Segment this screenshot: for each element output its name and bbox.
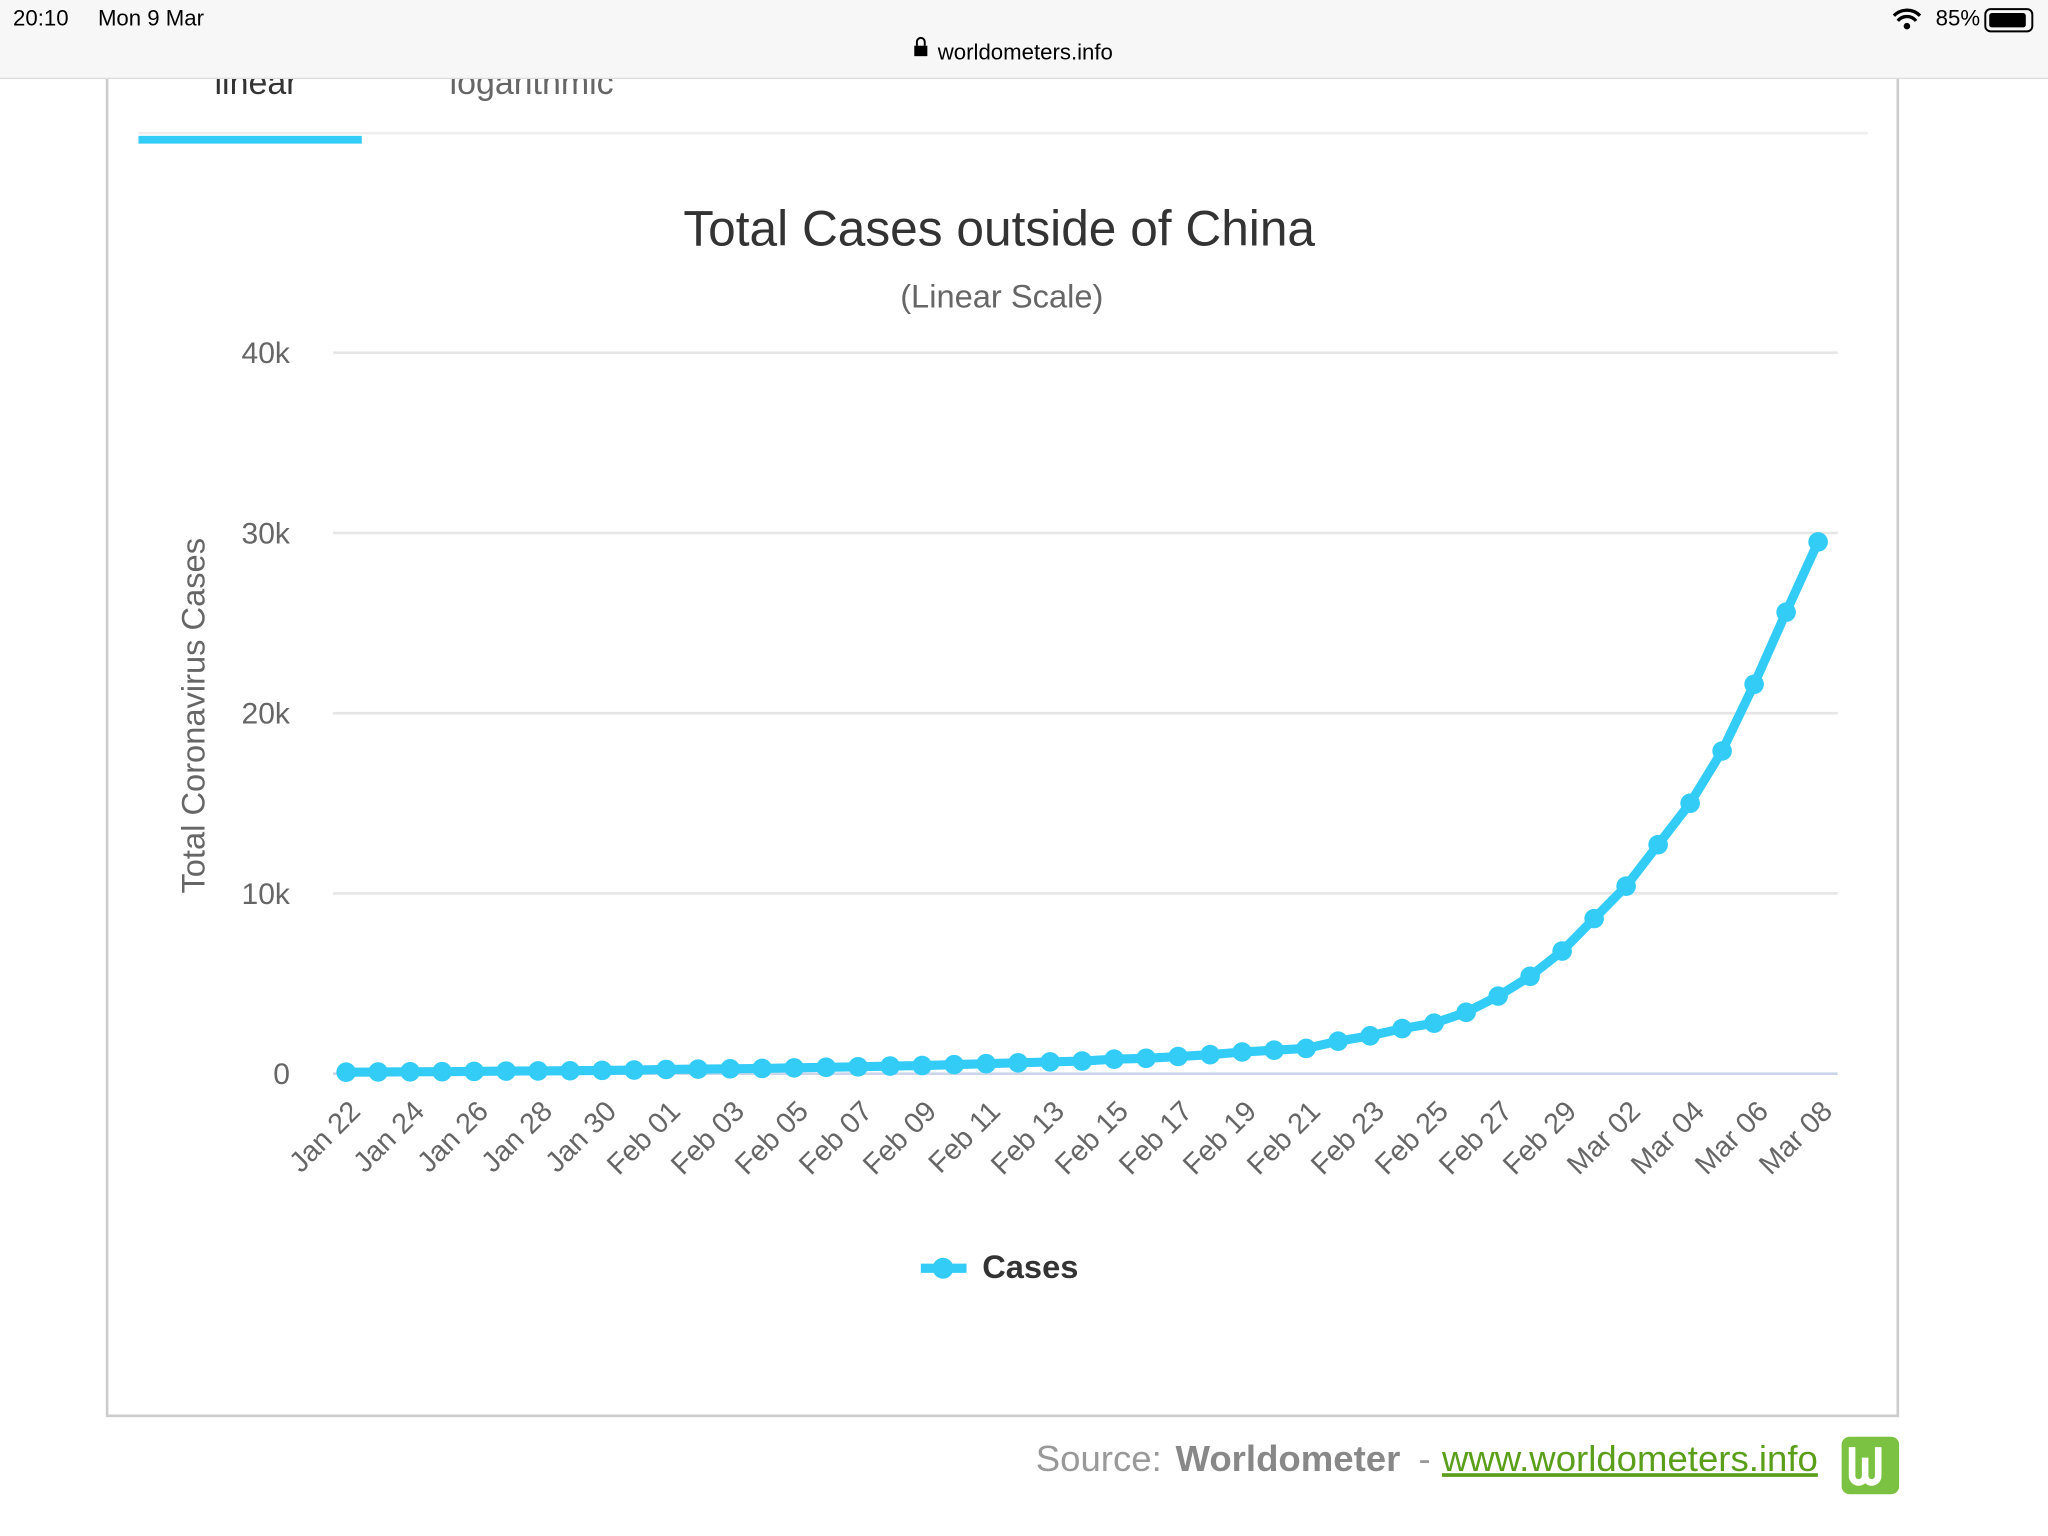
point bbox=[1008, 1053, 1028, 1073]
battery-fill bbox=[1989, 13, 2026, 28]
point bbox=[1296, 1038, 1316, 1059]
point bbox=[688, 1059, 708, 1079]
wifi-dot bbox=[1903, 22, 1911, 30]
point bbox=[1744, 674, 1764, 695]
lock-icon bbox=[914, 45, 928, 57]
point bbox=[1232, 1042, 1252, 1062]
point bbox=[656, 1059, 676, 1080]
point bbox=[1072, 1051, 1092, 1071]
source-separator: - bbox=[1418, 1438, 1430, 1479]
battery-icon bbox=[1984, 8, 2034, 33]
y-tick-label: 20k bbox=[242, 698, 291, 731]
point bbox=[400, 1062, 420, 1082]
point bbox=[816, 1057, 836, 1078]
point bbox=[496, 1061, 516, 1081]
point bbox=[912, 1055, 932, 1076]
chart-card bbox=[105, 50, 1900, 1418]
point bbox=[1584, 908, 1604, 929]
point bbox=[592, 1060, 612, 1081]
point bbox=[1648, 834, 1668, 855]
wifi-icon bbox=[1892, 8, 1922, 23]
point bbox=[1104, 1049, 1124, 1070]
y-axis-label: Total Coronavirus Cases bbox=[175, 538, 212, 894]
point bbox=[1808, 532, 1828, 552]
y-tick-label: 40k bbox=[242, 337, 291, 370]
point bbox=[1200, 1044, 1220, 1065]
point bbox=[1680, 793, 1700, 814]
source-name: Worldometer bbox=[1176, 1438, 1401, 1479]
status-bar bbox=[0, 0, 2048, 79]
point bbox=[1168, 1046, 1188, 1067]
point bbox=[1520, 966, 1540, 987]
chart-subtitle: (Linear Scale) bbox=[900, 278, 1103, 315]
battery-level: 85% bbox=[1936, 5, 1980, 30]
point bbox=[1552, 941, 1572, 961]
point bbox=[560, 1060, 580, 1081]
point bbox=[368, 1062, 388, 1082]
y-tick-label: 30k bbox=[242, 517, 291, 550]
point bbox=[1264, 1040, 1284, 1060]
point bbox=[1424, 1013, 1444, 1033]
point bbox=[1136, 1048, 1156, 1069]
point bbox=[1712, 741, 1732, 761]
y-tick-label: 0 bbox=[273, 1058, 290, 1091]
logo-mark bbox=[1848, 1447, 1882, 1486]
point bbox=[1328, 1031, 1348, 1051]
time: 20:10 bbox=[13, 5, 69, 30]
chart-title: Total Cases outside of China bbox=[683, 201, 1315, 257]
point bbox=[1488, 986, 1508, 1006]
point bbox=[784, 1058, 804, 1078]
point bbox=[976, 1053, 996, 1074]
legend-marker bbox=[932, 1257, 954, 1279]
point bbox=[336, 1062, 356, 1082]
date: Mon 9 Mar bbox=[98, 5, 205, 30]
point bbox=[528, 1061, 548, 1081]
legend-label: Cases bbox=[982, 1248, 1078, 1285]
point bbox=[848, 1056, 868, 1077]
point bbox=[752, 1058, 772, 1079]
source-prefix: Source: bbox=[1036, 1438, 1162, 1479]
point bbox=[432, 1061, 452, 1082]
point bbox=[880, 1056, 900, 1076]
point bbox=[1040, 1052, 1060, 1072]
point bbox=[1616, 876, 1636, 896]
point bbox=[1360, 1025, 1380, 1046]
source-link[interactable]: www.worldometers.info bbox=[1441, 1438, 1818, 1479]
point bbox=[1456, 1002, 1476, 1023]
lock-shackle bbox=[915, 36, 926, 46]
point bbox=[624, 1060, 644, 1080]
point bbox=[464, 1061, 484, 1082]
point bbox=[720, 1058, 740, 1079]
point bbox=[944, 1054, 964, 1075]
url[interactable]: worldometers.info bbox=[937, 39, 1113, 64]
point bbox=[1392, 1018, 1412, 1039]
y-tick-label: 10k bbox=[242, 878, 291, 911]
point bbox=[1776, 602, 1796, 623]
